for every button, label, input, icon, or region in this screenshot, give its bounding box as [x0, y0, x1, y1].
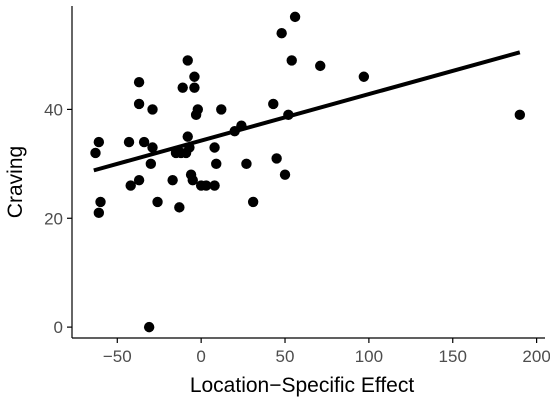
data-point — [93, 207, 105, 219]
data-point — [145, 158, 157, 170]
data-point — [189, 71, 200, 82]
x-tick-label: 150 — [439, 347, 467, 366]
data-point — [192, 104, 203, 115]
data-point — [241, 158, 252, 170]
data-point — [123, 136, 135, 148]
data-point — [189, 82, 200, 93]
y-tick-label: 40 — [44, 100, 63, 119]
data-point — [200, 180, 212, 191]
data-point — [182, 131, 193, 142]
y-axis-title: Craving — [4, 146, 27, 218]
data-point — [268, 98, 279, 110]
data-point — [289, 11, 301, 23]
data-point — [209, 142, 220, 153]
data-point — [133, 76, 145, 88]
data-points — [90, 11, 526, 333]
x-tick-label: 100 — [355, 347, 383, 366]
data-point — [209, 180, 220, 191]
data-point — [133, 98, 145, 110]
x-tick-label: 200 — [522, 347, 550, 366]
data-point — [211, 158, 222, 170]
y-tick-label: 0 — [54, 318, 63, 337]
data-point — [174, 202, 185, 213]
data-point — [90, 147, 101, 159]
data-point — [182, 55, 193, 66]
data-point — [177, 82, 188, 93]
data-point — [143, 321, 155, 333]
data-point — [247, 196, 259, 208]
x-axis-title: Location−Specific Effect — [190, 374, 415, 397]
x-tick-label: 0 — [196, 347, 205, 366]
data-point — [286, 55, 297, 66]
trend-line-group — [93, 50, 521, 173]
x-tick-label: 50 — [276, 347, 295, 366]
data-point — [358, 71, 370, 82]
data-point — [152, 196, 163, 208]
data-point — [133, 174, 145, 186]
data-point — [138, 136, 150, 148]
data-point — [279, 169, 291, 180]
data-point — [216, 104, 227, 115]
data-point — [315, 60, 326, 72]
data-point — [167, 174, 178, 186]
x-ticks: −50 0 50 100 150 200 — [103, 338, 550, 366]
data-point — [93, 136, 105, 148]
data-point — [514, 109, 526, 121]
trend-line — [93, 50, 521, 173]
y-tick-label: 20 — [44, 209, 63, 228]
data-point — [187, 174, 198, 186]
y-ticks: 0 20 40 — [44, 100, 72, 337]
data-point — [271, 153, 282, 164]
data-point — [276, 28, 287, 39]
data-point — [147, 142, 158, 153]
data-point — [147, 104, 158, 115]
data-point — [95, 196, 106, 208]
x-tick-label: −50 — [103, 347, 132, 366]
axes — [71, 6, 545, 339]
data-point — [125, 180, 136, 191]
